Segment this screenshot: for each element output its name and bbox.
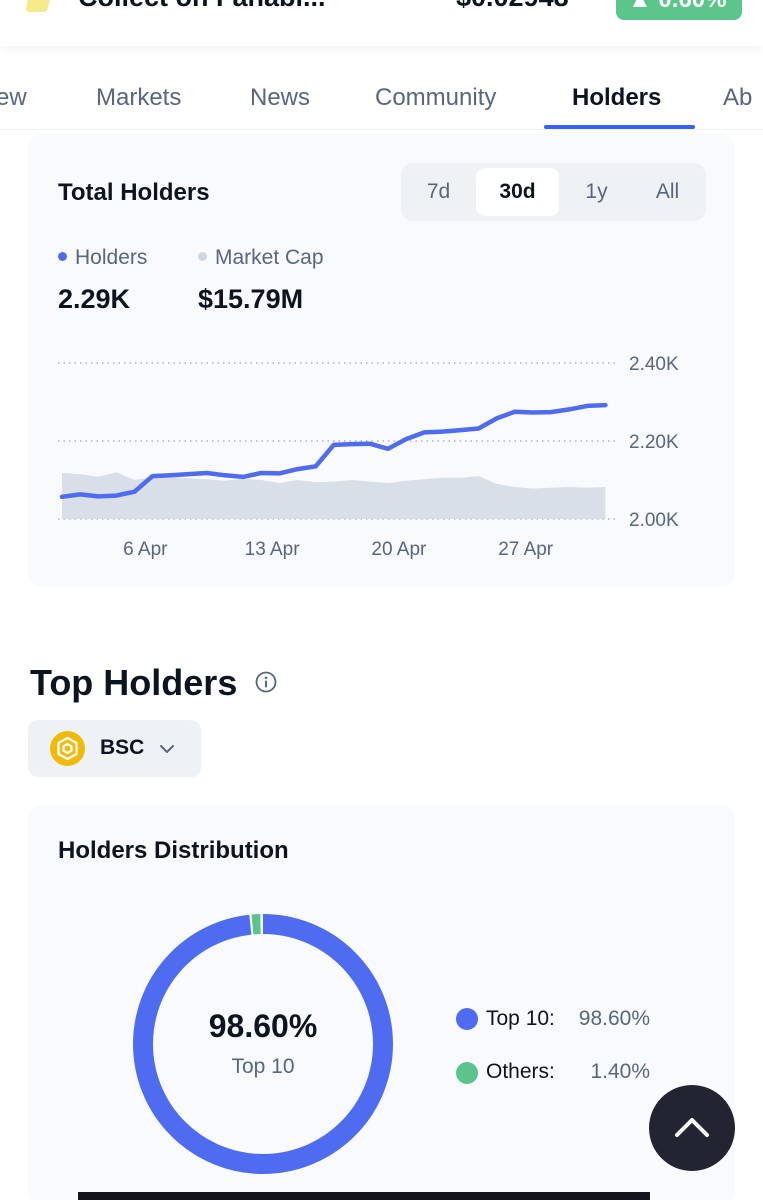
market-cap-area: [62, 472, 606, 519]
top-holders-title: Top Holders: [30, 662, 238, 703]
token-price: $0.02948: [456, 0, 569, 13]
time-range-selector: 7d 30d 1y All: [401, 163, 706, 221]
bottom-banner-edge: [78, 1192, 650, 1200]
tab-community[interactable]: Community: [375, 84, 497, 111]
chevron-up-icon: [675, 1118, 709, 1137]
total-holders-title: Total Holders: [58, 179, 210, 206]
y-tick-label: 2.20K: [629, 432, 679, 453]
x-tick-label: 6 Apr: [123, 539, 168, 560]
scroll-to-top-button[interactable]: [649, 1085, 735, 1171]
coin-header: Collect on Fanabl... $0.02948 ▲ 0.60%: [0, 0, 763, 46]
active-tab-indicator: [544, 125, 695, 129]
x-tick-label: 13 Apr: [245, 539, 301, 560]
range-all-button[interactable]: All: [655, 180, 680, 203]
distribution-title: Holders Distribution: [58, 837, 289, 864]
market-cap-dot-icon: [198, 252, 207, 261]
legend-holders[interactable]: Holders: [58, 246, 147, 270]
range-1y-button[interactable]: 1y: [585, 180, 608, 203]
top10-legend-value: 98.60%: [578, 1007, 650, 1030]
legend-market-cap[interactable]: Market Cap: [198, 246, 324, 270]
tab-holders[interactable]: Holders: [572, 84, 662, 111]
holders-count: 2.29K: [58, 284, 131, 314]
y-tick-label: 2.40K: [629, 354, 679, 375]
tab-overview[interactable]: ew: [0, 84, 27, 111]
top10-legend-dot-icon: [456, 1008, 478, 1030]
others-legend-dot-icon: [456, 1062, 478, 1084]
token-logo-icon: [25, 0, 53, 12]
section-tabs: ew Markets News Community Holders Ab: [0, 64, 763, 130]
top10-legend-label: Top 10:: [486, 1007, 555, 1030]
total-holders-card: Total Holders 7d 30d 1y All Holders 2.29…: [28, 134, 735, 587]
chain-select[interactable]: BSC: [28, 720, 201, 777]
holders-chart: 2.40K 2.20K 2.00K 6 Apr 13 Apr 20 Apr 27 Apr: [58, 354, 679, 560]
range-7d-button[interactable]: 7d: [426, 180, 451, 203]
x-tick-label: 27 Apr: [498, 539, 554, 560]
others-legend-label: Others:: [486, 1060, 555, 1083]
donut-center-value: 98.60%: [208, 1008, 318, 1044]
y-tick-label: 2.00K: [629, 510, 679, 531]
legend-market-cap-label: Market Cap: [215, 246, 324, 269]
price-change-badge: ▲ 0.60%: [616, 0, 742, 20]
others-slice: [133, 914, 393, 1174]
donut-center-label: Top 10: [231, 1055, 295, 1078]
others-legend-value: 1.40%: [590, 1060, 650, 1083]
top10-slice: [133, 914, 393, 1174]
tab-markets[interactable]: Markets: [96, 84, 182, 111]
tab-about[interactable]: Ab: [723, 84, 753, 111]
distribution-donut-chart: [133, 914, 393, 1174]
holders-line: [59, 402, 608, 500]
x-tick-label: 20 Apr: [371, 539, 427, 560]
chevron-down-icon: [160, 745, 174, 753]
range-30d-button[interactable]: 30d: [476, 168, 559, 216]
token-name: Collect on Fanabl...: [78, 0, 326, 13]
info-icon[interactable]: [255, 671, 277, 693]
chain-label: BSC: [100, 736, 145, 759]
legend-holders-label: Holders: [75, 246, 148, 269]
holders-dot-icon: [58, 252, 67, 261]
tab-news[interactable]: News: [250, 84, 311, 111]
market-cap-value: $15.79M: [198, 284, 304, 314]
bnb-chain-icon: [50, 731, 85, 766]
